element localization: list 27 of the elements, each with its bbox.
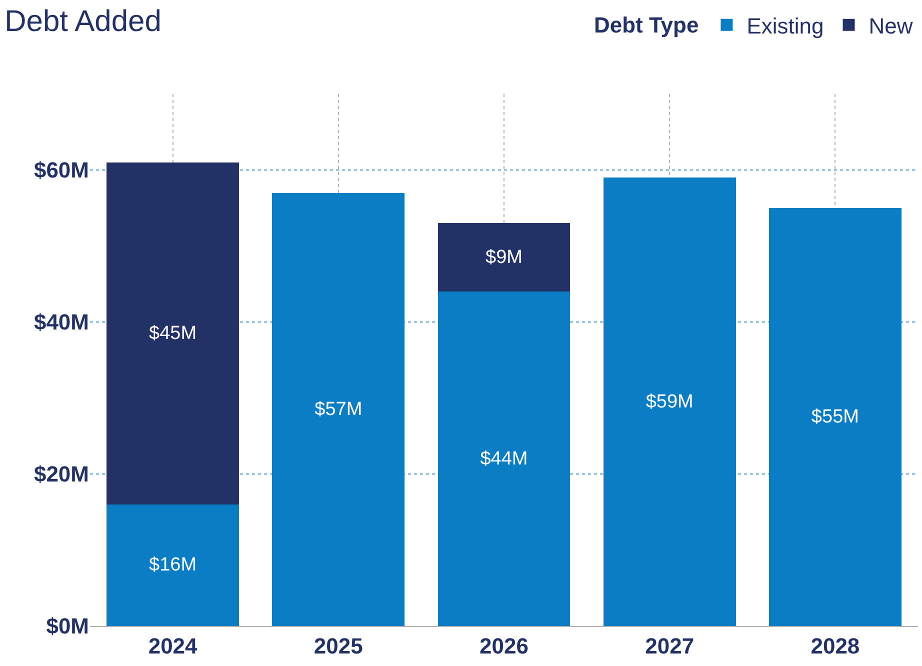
bar	[272, 192, 405, 626]
data-label: $16M	[149, 554, 197, 576]
legend-label: New	[868, 14, 913, 38]
y-tick-label: $40M	[34, 310, 89, 335]
x-tick-label: 2027	[645, 633, 694, 658]
bar	[603, 178, 736, 626]
x-tick-label: 2026	[480, 633, 528, 658]
data-label: $44M	[480, 448, 528, 470]
y-tick-label: $0M	[46, 614, 89, 639]
x-tick-label: 2028	[810, 633, 860, 658]
chart-title: Debt Added	[4, 4, 162, 38]
data-label: $59M	[646, 391, 694, 412]
legend-title: Debt Type	[594, 12, 699, 38]
x-tick-label: 2024	[148, 633, 198, 658]
data-label: $45M	[149, 322, 197, 344]
data-label: $57M	[314, 398, 362, 420]
bar	[768, 208, 902, 626]
bar	[106, 162, 240, 504]
x-tick-label: 2025	[314, 633, 363, 658]
bar	[106, 504, 240, 626]
legend-label: Existing	[746, 14, 824, 38]
bar	[438, 223, 570, 292]
y-tick-label: $20M	[34, 462, 89, 487]
y-tick-label: $60M	[34, 158, 89, 183]
data-label: $55M	[811, 406, 859, 428]
bar	[438, 292, 570, 626]
data-label: $9M	[486, 246, 522, 268]
